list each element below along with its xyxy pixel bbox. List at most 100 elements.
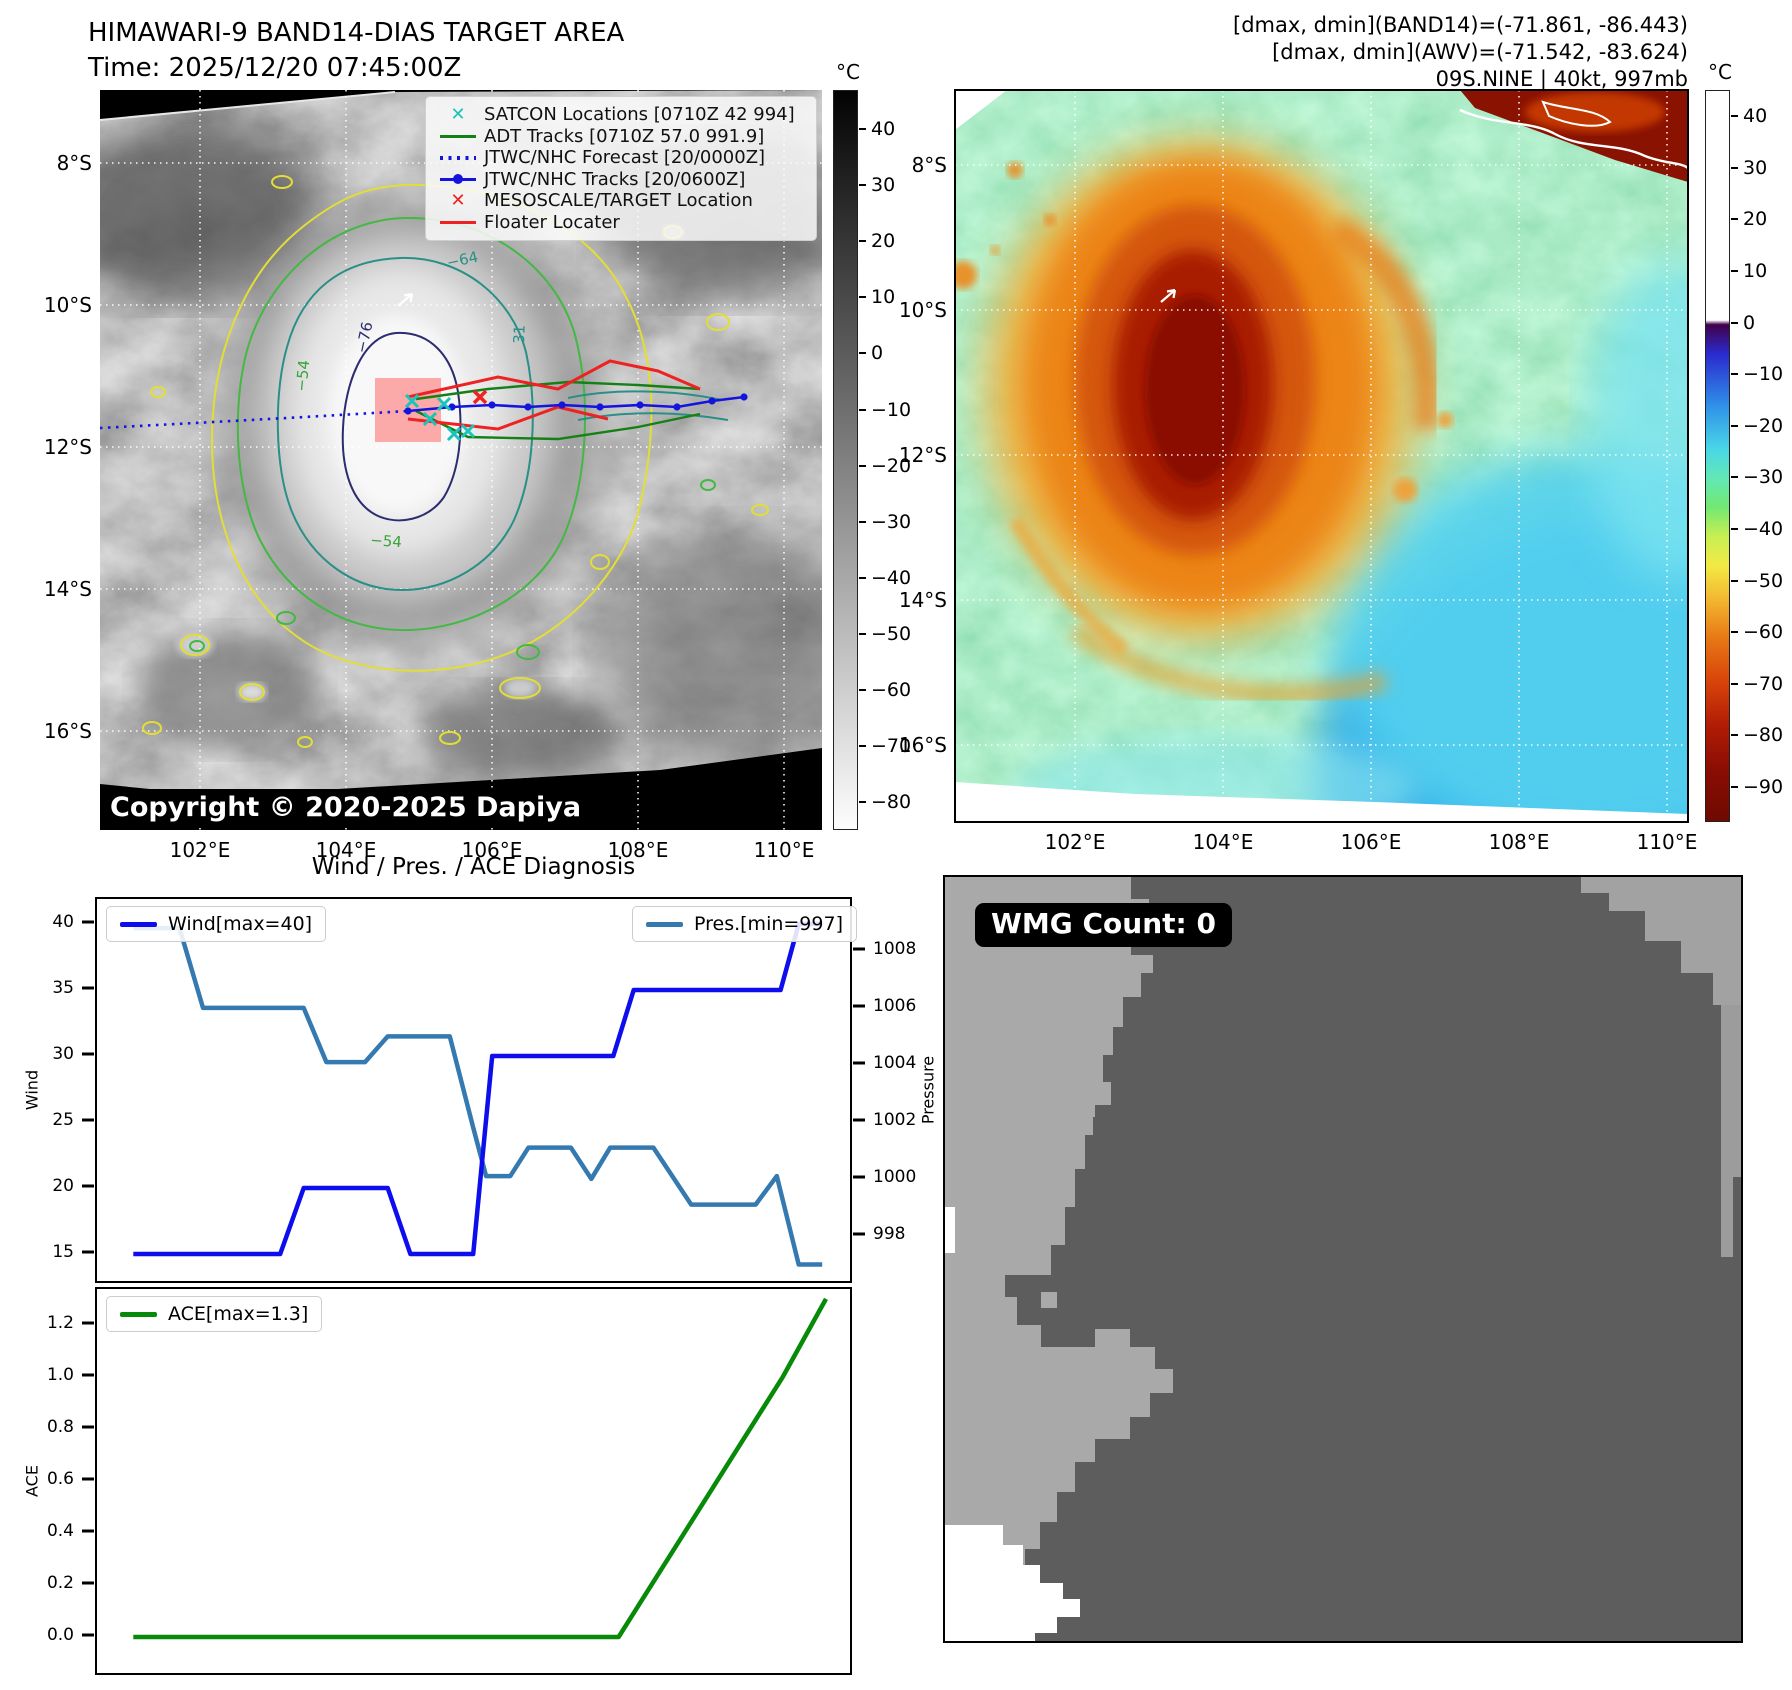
geo-tick-label: 14°S xyxy=(898,588,947,612)
wind-line xyxy=(133,921,823,1257)
tick-label: −10 xyxy=(871,398,912,421)
tick-label: −80 xyxy=(1743,724,1784,747)
contour-label: −54 xyxy=(370,531,403,551)
tick-mark xyxy=(82,920,94,924)
tick-mark xyxy=(853,1118,865,1122)
geo-tick-label: 102°E xyxy=(169,838,231,862)
pressure-legend-label: Pres.[min=997] xyxy=(694,913,843,935)
jtwc-forecast-track xyxy=(100,409,409,430)
ace-plot xyxy=(133,1297,828,1640)
geo-tick-label: 106°E xyxy=(461,838,523,862)
geo-tick-label: 108°E xyxy=(607,838,669,862)
tick-mark xyxy=(82,1321,94,1325)
tick-mark xyxy=(859,632,866,635)
no-data-corner xyxy=(955,90,1007,130)
mesoscale-target-marker xyxy=(472,389,488,405)
geo-tick-label: 110°E xyxy=(753,838,815,862)
tick-label: 25 xyxy=(52,1109,74,1130)
legend-row-floater: Floater Locater xyxy=(432,212,806,234)
tick-mark xyxy=(82,1250,94,1254)
diagnosis-title: Wind / Pres. / ACE Diagnosis xyxy=(311,854,636,880)
tick-mark xyxy=(1731,631,1738,634)
band14-title-line1: HIMAWARI-9 BAND14-DIAS TARGET AREA xyxy=(88,18,625,48)
ace-legend: ACE[max=1.3] xyxy=(106,1296,323,1332)
dmax-arrow-marker xyxy=(397,292,414,307)
pressure-line-icon xyxy=(646,921,683,927)
legend-row-forecast: JTWC/NHC Forecast [20/0000Z] xyxy=(432,147,806,169)
tick-mark xyxy=(853,1175,865,1179)
wmg-mask-image xyxy=(945,877,1741,1641)
tick-mark xyxy=(859,576,866,579)
band14-colorbar xyxy=(833,90,858,830)
awv-header-line1: [dmax, dmin](BAND14)=(-71.861, -86.443) xyxy=(1233,13,1688,37)
no-data-bottom xyxy=(955,782,1688,822)
tick-label: 0.6 xyxy=(46,1468,74,1489)
tick-label: 10 xyxy=(871,286,896,309)
tick-mark xyxy=(859,128,866,131)
tick-label: −70 xyxy=(1743,672,1784,695)
legend-row-satcon: SATCON Locations [0710Z 42 994] xyxy=(432,104,806,126)
ace-line xyxy=(133,1297,828,1640)
geo-tick-label: 10°S xyxy=(43,293,92,317)
adt-line-icon xyxy=(432,134,484,138)
coastline xyxy=(1459,108,1688,170)
pressure-legend: Pres.[min=997] xyxy=(632,906,857,942)
tick-label: 40 xyxy=(871,118,896,141)
pressure-axis-ticks: 1008 1006 1004 1002 1000 998 xyxy=(853,897,947,1283)
tick-label: 1.0 xyxy=(46,1364,74,1385)
tick-label: 30 xyxy=(871,174,896,197)
geo-tick-label: 14°S xyxy=(43,577,92,601)
legend-row-adt: ADT Tracks [0710Z 57.0 991.9] xyxy=(432,126,806,148)
tick-label: 15 xyxy=(52,1241,74,1262)
geo-tick-label: 12°S xyxy=(898,443,947,467)
geo-tick-label: 16°S xyxy=(898,733,947,757)
geo-tick-label: 8°S xyxy=(56,151,92,175)
awv-colorbar xyxy=(1705,90,1730,822)
awv-map xyxy=(954,89,1689,823)
band14-title-line2: Time: 2025/12/20 07:45:00Z xyxy=(88,53,462,83)
wmg-count-badge: WMG Count: 0 xyxy=(975,903,1232,947)
tick-mark xyxy=(1731,115,1738,118)
tick-label: −60 xyxy=(871,678,912,701)
tick-mark xyxy=(859,464,866,467)
awv-header: [dmax, dmin](BAND14)=(-71.861, -86.443) … xyxy=(1233,12,1688,93)
tick-label: 20 xyxy=(1743,208,1768,231)
band14-map: −76 −64 −54 31 −54 xyxy=(100,90,822,830)
tick-mark xyxy=(859,800,866,803)
geo-tick-label: 104°E xyxy=(315,838,377,862)
tick-label: −80 xyxy=(871,790,912,813)
contour-label: −54 xyxy=(292,359,313,392)
geo-tick-label: 8°S xyxy=(911,153,947,177)
legend-label: ADT Tracks [0710Z 57.0 991.9] xyxy=(484,125,765,147)
geo-tick-label: 108°E xyxy=(1488,830,1550,854)
tick-mark xyxy=(1731,321,1738,324)
tick-mark xyxy=(853,1061,865,1065)
floater-locater-track xyxy=(407,359,701,431)
tick-label: −10 xyxy=(1743,363,1784,386)
tick-mark xyxy=(853,1232,865,1236)
band14-colorbar-unit: °C xyxy=(836,60,860,84)
tick-label: 1006 xyxy=(873,995,917,1016)
forecast-dotted-line-icon xyxy=(432,156,484,160)
tick-mark xyxy=(82,1633,94,1637)
tick-mark xyxy=(859,240,866,243)
tick-mark xyxy=(1731,682,1738,685)
geo-tick-label: 16°S xyxy=(43,719,92,743)
awv-header-line3: 09S.NINE | 40kt, 997mb xyxy=(1435,67,1688,91)
ir-contours xyxy=(142,175,769,748)
legend-label: JTWC/NHC Tracks [20/0600Z] xyxy=(484,168,746,190)
pressure-line xyxy=(133,925,823,1267)
geo-tick-label: 104°E xyxy=(1192,830,1254,854)
ace-legend-label: ACE[max=1.3] xyxy=(168,1303,309,1325)
tick-label: −50 xyxy=(871,622,912,645)
legend-label: Floater Locater xyxy=(484,211,620,233)
awv-colorbar-unit: °C xyxy=(1708,60,1732,84)
tick-mark xyxy=(859,520,866,523)
track-line-dot-icon xyxy=(432,174,484,184)
tick-label: 10 xyxy=(1743,260,1768,283)
wmg-light-corner xyxy=(1581,877,1741,1005)
wmg-light-strip xyxy=(1721,1005,1741,1257)
tick-label: 1008 xyxy=(873,938,917,959)
wmg-panel: WMG Count: 0 xyxy=(943,875,1743,1643)
pressure-axis-label: Pressure xyxy=(918,1055,938,1125)
